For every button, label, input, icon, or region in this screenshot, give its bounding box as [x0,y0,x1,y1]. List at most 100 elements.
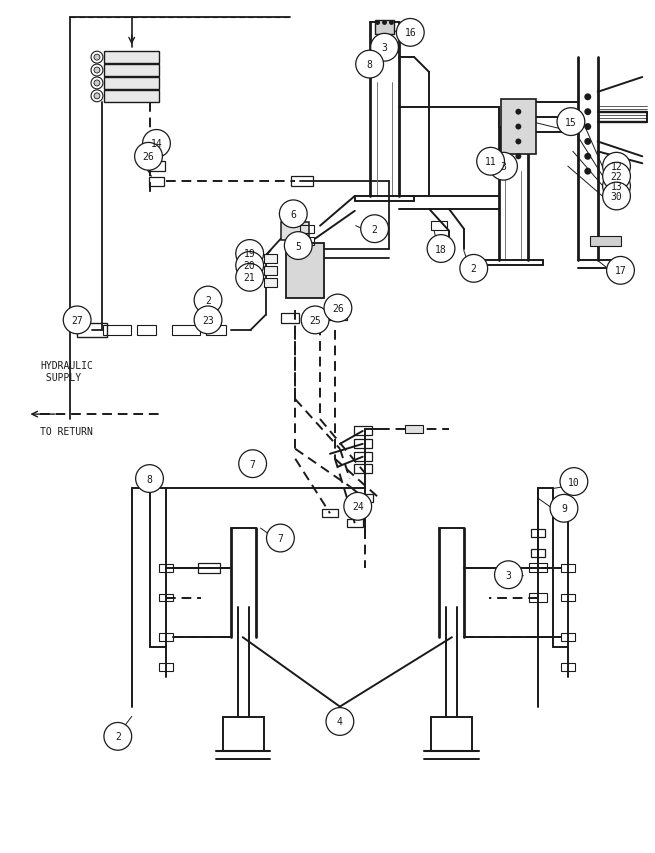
Circle shape [607,257,635,285]
Text: 19: 19 [244,249,255,259]
Circle shape [515,125,521,131]
Bar [198,563,220,573]
Circle shape [239,450,267,478]
Circle shape [490,154,517,181]
Bar [561,634,575,641]
Bar [561,663,575,671]
Bar [104,78,159,90]
Text: 26: 26 [332,304,344,314]
Bar [529,594,547,602]
Bar [354,453,371,461]
Bar [103,326,131,335]
Circle shape [91,78,103,90]
Bar [561,594,575,602]
Circle shape [515,154,521,160]
Circle shape [91,52,103,64]
Text: 8: 8 [147,474,153,484]
Bar [501,100,536,154]
Bar [104,90,159,102]
Circle shape [280,200,307,229]
Circle shape [603,163,630,191]
Bar [149,177,164,186]
Circle shape [515,139,521,145]
Text: 4: 4 [337,717,343,727]
Bar [263,255,278,264]
Circle shape [136,465,163,493]
Circle shape [584,139,591,146]
Bar [329,310,347,321]
Circle shape [550,495,578,523]
Text: 6: 6 [290,210,296,219]
Circle shape [557,108,585,136]
Circle shape [344,493,371,520]
Text: 17: 17 [614,266,626,276]
Circle shape [301,307,329,334]
Text: 3: 3 [506,570,512,580]
Text: 7: 7 [278,533,284,543]
Bar [77,323,107,338]
Circle shape [104,722,132,751]
Bar [354,465,371,473]
Text: 14: 14 [151,139,162,149]
Text: 5: 5 [295,241,301,252]
Text: 15: 15 [565,118,577,127]
Bar [263,278,278,287]
Text: 3: 3 [382,44,388,53]
Circle shape [584,154,591,160]
Bar [282,314,299,323]
Circle shape [284,232,312,260]
Text: 2: 2 [371,224,377,235]
Circle shape [603,173,630,200]
Circle shape [477,148,504,176]
Circle shape [396,20,424,47]
Text: 26: 26 [143,152,155,162]
Bar [431,222,447,231]
Circle shape [361,216,388,243]
Circle shape [135,143,162,171]
Bar [590,236,622,247]
Bar [529,564,547,572]
Text: 9: 9 [561,504,567,514]
Circle shape [382,21,387,26]
Circle shape [194,287,222,315]
Text: 30: 30 [610,192,622,201]
Text: 7: 7 [250,459,255,469]
Text: 22: 22 [610,172,622,182]
Text: 24: 24 [352,502,364,512]
Text: 23: 23 [202,316,214,326]
Circle shape [603,154,630,181]
Bar [357,495,373,502]
Circle shape [584,124,591,131]
Circle shape [236,252,263,280]
Bar [347,519,363,527]
Circle shape [460,255,487,283]
Circle shape [94,81,100,87]
Bar [282,223,309,241]
Circle shape [389,21,394,26]
Text: 20: 20 [244,261,255,271]
Text: 2: 2 [205,296,211,305]
Bar [291,177,313,187]
Circle shape [584,169,591,176]
Bar [286,244,324,299]
Circle shape [94,68,100,74]
Circle shape [515,109,521,115]
Bar [159,634,174,641]
Circle shape [603,183,630,211]
Bar [561,564,575,572]
Circle shape [495,561,522,589]
Bar [147,162,165,172]
Bar [159,663,174,671]
Text: 21: 21 [244,273,255,283]
Circle shape [64,307,91,334]
Circle shape [356,51,384,78]
Bar [206,326,226,335]
Text: 10: 10 [568,477,580,487]
Circle shape [94,55,100,61]
Text: 2: 2 [115,732,121,741]
Bar [354,427,371,436]
Circle shape [91,90,103,102]
Text: 3: 3 [500,162,506,172]
Bar [263,266,278,276]
Circle shape [236,264,263,292]
